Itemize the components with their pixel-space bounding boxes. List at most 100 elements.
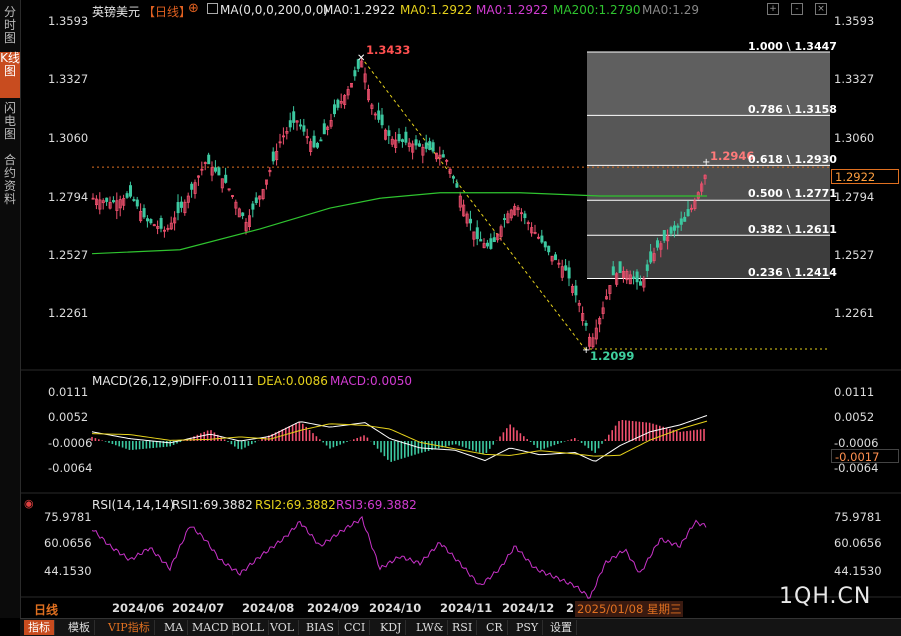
price-tick-left: 1.3327 [48, 72, 89, 86]
month-label: 2024/09 [307, 601, 360, 615]
candle-body [571, 286, 575, 293]
rsi-tick-right: 75.9781 [834, 510, 882, 524]
candle-body [326, 126, 330, 130]
candle-body [366, 89, 370, 101]
indicator-toolbar: 指标 模板 VIP指标 MA MACD BOLL VOL BIAS CCI KD… [20, 618, 901, 636]
candle-body [356, 59, 360, 69]
record-icon[interactable]: ◉ [24, 497, 34, 510]
tab-contract-info[interactable]: 合约资料 [3, 153, 16, 206]
candle-body [696, 192, 700, 199]
chart-settings-icon[interactable] [207, 3, 218, 14]
candle-body [397, 134, 401, 142]
candle-body [479, 239, 483, 242]
toolbar-lwr[interactable]: LW& [412, 620, 449, 635]
candle-body [400, 139, 404, 142]
candle-body [533, 232, 537, 234]
candle-body [632, 276, 636, 279]
candle-body [530, 227, 534, 234]
candle-body [683, 216, 687, 222]
tab-kline[interactable]: K线图 [0, 52, 20, 98]
candle-body [611, 266, 615, 276]
candle-body [145, 218, 149, 222]
candle-body [285, 131, 289, 134]
toolbar-boll[interactable]: BOLL [228, 620, 269, 635]
toolbar-vip-indicator[interactable]: VIP指标 [104, 620, 155, 635]
candle-body [462, 204, 466, 217]
macd-diff-line [91, 414, 708, 462]
period-label[interactable]: 【日线】 [143, 5, 192, 19]
candle-body [605, 296, 609, 300]
price-tick-right: 1.3593 [834, 14, 875, 28]
watermark: 1QH.CN [779, 584, 872, 609]
fib-level-label: 1.000 \ 1.3447 [748, 40, 837, 53]
period-switch[interactable]: 日线 [34, 603, 59, 617]
rsi-title: RSI(14,14,14) [92, 498, 175, 512]
candle-body [305, 136, 309, 139]
toolbar-settings[interactable]: 设置 [546, 620, 577, 635]
toolbar-cci[interactable]: CCI [340, 620, 371, 635]
candle-body [247, 215, 251, 227]
tab-lightning[interactable]: 闪电图 [3, 101, 16, 141]
toolbar-macd[interactable]: MACD [188, 620, 234, 635]
candle-body [118, 199, 122, 209]
symbol-name: 英镑美元 [92, 5, 141, 19]
cursor-date-tag: 2025/01/08 星期三 [575, 601, 684, 617]
candle-body [312, 135, 316, 148]
toolbar-vol[interactable]: VOL [266, 620, 300, 635]
close-icon[interactable]: × [815, 3, 827, 15]
candle-body [128, 185, 132, 197]
candle-body [581, 313, 585, 322]
toolbar-kdj[interactable]: KDJ [376, 620, 407, 635]
toolbar-psy[interactable]: PSY [512, 620, 544, 635]
price-tick-left: 1.2261 [48, 306, 89, 320]
rsi3-value: RSI3:69.3882 [336, 498, 417, 512]
zoom-out-icon[interactable]: - [791, 3, 803, 15]
candle-body [329, 120, 333, 127]
candle-body [404, 131, 408, 143]
swing-low-label: 1.2099 [590, 349, 635, 363]
fib-level-label: 0.786 \ 1.3158 [748, 103, 837, 116]
candle-body [302, 125, 306, 132]
toolbar-template[interactable]: 模板 [64, 620, 95, 635]
candle-body [241, 212, 245, 217]
candle-body [309, 141, 313, 152]
candle-body [594, 327, 598, 340]
fib-level-label: 0.236 \ 1.2414 [748, 266, 837, 279]
candle-body [540, 235, 544, 243]
fib-zone [587, 115, 830, 166]
candle-body [543, 241, 547, 248]
candle-body [421, 146, 425, 156]
macd-title: MACD(26,12,9) [92, 374, 184, 388]
candle-body [628, 274, 632, 285]
add-indicator-icon[interactable]: ⊕ [188, 1, 199, 16]
month-label: 2024/06 [112, 601, 165, 615]
candle-body [588, 336, 592, 347]
price-chart[interactable]: ✕ + + [0, 0, 901, 618]
price-tick-right: 1.3060 [834, 131, 875, 145]
month-label: 2024/07 [172, 601, 225, 615]
candle-body [451, 176, 455, 179]
toolbar-rsi[interactable]: RSI [448, 620, 478, 635]
month-label: 2024/11 [440, 601, 493, 615]
toolbar-ma[interactable]: MA [160, 620, 189, 635]
candle-body [625, 270, 629, 281]
toolbar-bias[interactable]: BIAS [302, 620, 339, 635]
price-tick-right: 1.3327 [834, 72, 875, 86]
candle-body [591, 337, 595, 348]
candle-body [485, 242, 489, 247]
candle-body [496, 233, 500, 241]
fib-zone [587, 165, 830, 201]
zoom-in-icon[interactable]: + [767, 3, 779, 15]
candle-body [659, 243, 663, 250]
candle-body [190, 183, 194, 190]
candle-body [200, 168, 204, 171]
macd-tick-right: 0.0052 [834, 410, 875, 424]
candle-body [520, 212, 524, 215]
candle-body [169, 222, 173, 230]
month-label: 2024/12 [502, 601, 555, 615]
toolbar-cr[interactable]: CR [482, 620, 508, 635]
tab-time-share[interactable]: 分时图 [3, 5, 16, 45]
candle-body [227, 188, 231, 191]
candle-body [639, 281, 643, 286]
toolbar-indicator[interactable]: 指标 [24, 620, 55, 635]
